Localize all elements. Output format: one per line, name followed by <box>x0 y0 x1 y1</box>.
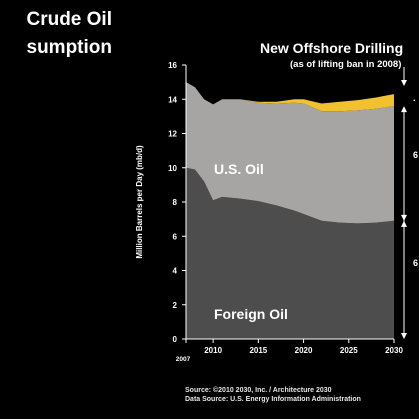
chart-title: Crude Oil sumption <box>0 6 112 62</box>
y-tick-label: 8 <box>173 198 178 207</box>
right-side-label: 6 <box>413 150 418 160</box>
offshore-drilling-area <box>186 82 394 112</box>
x-tick-label: 2025 <box>340 346 358 355</box>
y-tick-label: 16 <box>168 61 177 70</box>
chart-labels: 0 2 4 6 8 10 12 14 16 2007 2010 2015 2020 2025 2030 Mil… <box>135 61 418 363</box>
right-bracket-arrow-mid-down <box>401 214 407 221</box>
right-bracket-arrow-top <box>401 106 407 113</box>
source-line-1: Source: ©2010 2030, Inc. / Architecture … <box>185 387 332 394</box>
right-side-label: . <box>413 93 416 103</box>
x-tick-label: 2010 <box>204 346 222 355</box>
x-tick-label: 2007 <box>176 356 191 363</box>
y-tick-label: 14 <box>168 95 177 104</box>
y-axis-label: Million Barrels per Day (mb/d) <box>135 145 144 259</box>
offshore-callout-title: New Offshore Drilling <box>260 40 404 56</box>
chart-areas <box>186 82 394 339</box>
x-tick-label: 2020 <box>295 346 313 355</box>
chart-axes <box>182 64 407 343</box>
source-note: Source: ©2010 2030, Inc. / Architecture … <box>185 386 361 404</box>
y-tick-label: 10 <box>168 164 177 173</box>
y-tick-label: 2 <box>173 301 178 310</box>
us-oil-area <box>186 82 394 224</box>
chart-title-line-2: sumption <box>26 37 113 58</box>
right-bracket-arrow-mid-up <box>401 220 407 227</box>
y-tick-label: 0 <box>173 335 178 344</box>
series-label-foreign-oil: Foreign Oil <box>214 306 288 322</box>
x-tick-label: 2015 <box>249 346 267 355</box>
offshore-callout-subtitle: (as of lifting ban in 2008) <box>290 59 402 70</box>
series-label-us-oil: U.S. Oil <box>214 161 264 177</box>
right-bracket-arrow-bottom <box>401 333 407 339</box>
right-side-label: 6 <box>413 258 418 268</box>
chart-title-line-1: Crude Oil <box>26 9 112 30</box>
offshore-callout-arrowhead <box>401 80 407 86</box>
foreign-oil-area <box>186 167 394 339</box>
x-tick-label: 2030 <box>385 346 403 355</box>
y-tick-label: 4 <box>173 267 178 276</box>
y-tick-label: 12 <box>168 130 177 139</box>
y-tick-label: 6 <box>173 232 178 241</box>
source-line-2: Data Source: U.S. Energy Information Adm… <box>185 396 361 403</box>
